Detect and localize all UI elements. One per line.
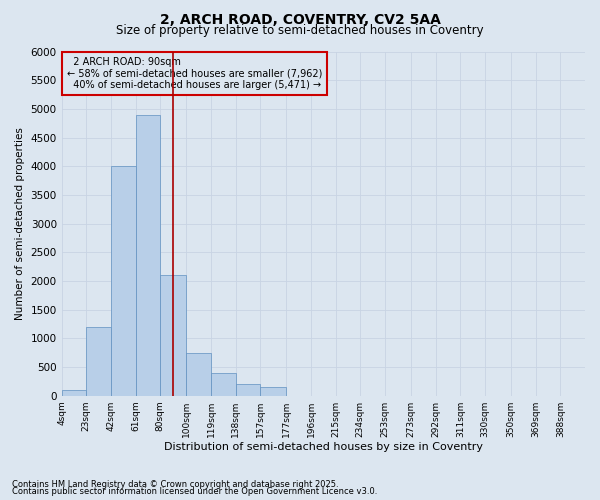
- Bar: [111, 166, 136, 396]
- Text: 2 ARCH ROAD: 90sqm
← 58% of semi-detached houses are smaller (7,962)
  40% of se: 2 ARCH ROAD: 90sqm ← 58% of semi-detache…: [67, 56, 322, 90]
- Text: Contains public sector information licensed under the Open Government Licence v3: Contains public sector information licen…: [12, 488, 377, 496]
- Bar: [236, 384, 260, 396]
- Y-axis label: Number of semi-detached properties: Number of semi-detached properties: [15, 127, 25, 320]
- Text: Contains HM Land Registry data © Crown copyright and database right 2025.: Contains HM Land Registry data © Crown c…: [12, 480, 338, 489]
- Text: Size of property relative to semi-detached houses in Coventry: Size of property relative to semi-detach…: [116, 24, 484, 37]
- Bar: [86, 327, 111, 396]
- Bar: [187, 352, 211, 396]
- Bar: [260, 387, 286, 396]
- Bar: [211, 373, 236, 396]
- Bar: [62, 390, 86, 396]
- Bar: [136, 114, 160, 396]
- X-axis label: Distribution of semi-detached houses by size in Coventry: Distribution of semi-detached houses by …: [164, 442, 483, 452]
- Bar: [160, 275, 187, 396]
- Text: 2, ARCH ROAD, COVENTRY, CV2 5AA: 2, ARCH ROAD, COVENTRY, CV2 5AA: [160, 12, 440, 26]
